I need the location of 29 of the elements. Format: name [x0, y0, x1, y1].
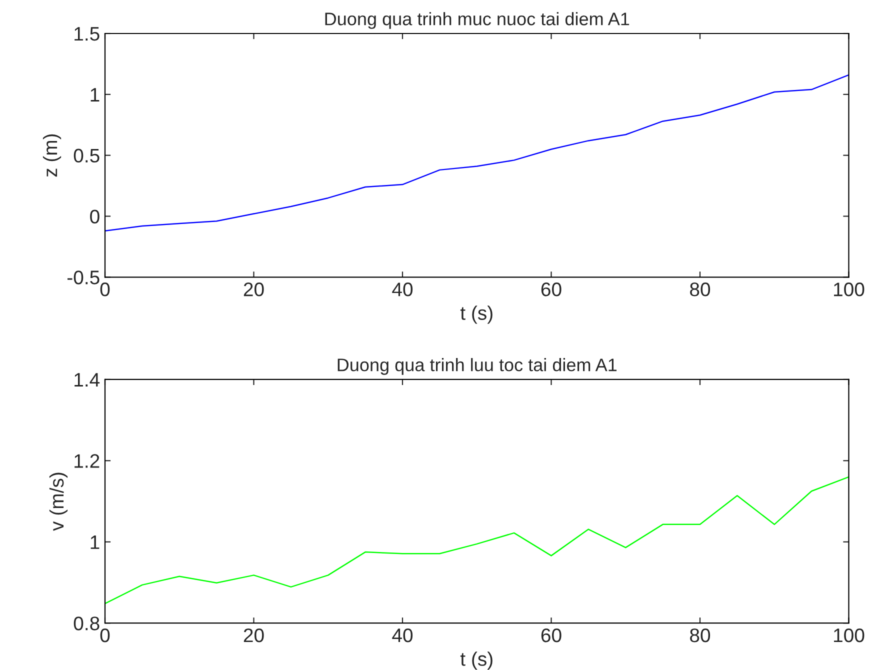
y-tick-label: 1.4	[74, 373, 100, 387]
y-tick-label: 1	[90, 88, 100, 102]
x-axis-title: t (s)	[460, 652, 492, 670]
x-tick-label: 100	[834, 628, 864, 642]
y-tick-label: 1.2	[74, 454, 100, 468]
chart-title: Duong qua trinh luu toc tai diem A1	[338, 358, 617, 375]
y-axis-title: v (m/s)	[49, 472, 68, 531]
x-tick-label: 0	[100, 282, 110, 296]
x-tick-label: 80	[690, 628, 710, 642]
x-tick-label: 100	[834, 282, 864, 296]
x-tick-label: 40	[392, 282, 413, 296]
y-tick-label: 0	[90, 210, 100, 224]
x-tick-label: 20	[244, 282, 264, 296]
x-tick-label: 0	[100, 628, 110, 642]
line-series	[105, 476, 849, 604]
y-tick-label: 0.8	[74, 616, 100, 630]
x-tick-label: 80	[690, 282, 710, 296]
y-tick-label: -0.5	[68, 270, 100, 284]
line-series	[105, 74, 849, 232]
x-axis-title: t (s)	[460, 306, 492, 324]
x-tick-label: 40	[392, 628, 413, 642]
y-tick-label: 0.5	[74, 148, 100, 163]
chart-title: Duong qua trinh muc nuoc tai diem A1	[325, 12, 630, 29]
x-tick-label: 60	[541, 628, 562, 642]
y-tick-label: 1.5	[74, 27, 100, 41]
y-tick-label: 1	[90, 536, 100, 549]
x-tick-label: 60	[541, 282, 562, 296]
y-axis-title: z (m)	[42, 134, 62, 177]
x-tick-label: 20	[244, 628, 264, 642]
